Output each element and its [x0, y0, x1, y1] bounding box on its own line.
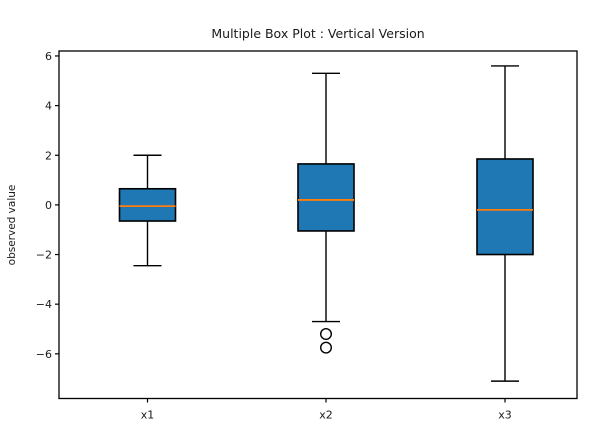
x-axis-category-label: x1	[141, 409, 155, 422]
y-tick-label: 2	[45, 149, 52, 162]
chart-title: Multiple Box Plot : Vertical Version	[211, 26, 424, 41]
box-group-x1	[118, 154, 177, 267]
outlier-marker	[320, 327, 333, 340]
axes-frame	[58, 50, 578, 400]
x-axis-category-label: x3	[498, 409, 512, 422]
y-tick-label: 0	[45, 199, 52, 212]
box-group-x2	[297, 72, 355, 354]
x-axis-category-label: x2	[319, 409, 333, 422]
y-tick-label: −4	[36, 298, 52, 311]
y-tick-label: 4	[45, 100, 52, 113]
box-rect	[297, 163, 355, 232]
y-tick-label: −6	[36, 348, 52, 361]
box-rect	[118, 187, 177, 222]
y-axis-label: observed value	[6, 185, 18, 266]
box-rect	[476, 158, 534, 256]
box-group-x3	[476, 65, 534, 382]
y-tick-label: 6	[45, 50, 52, 63]
outlier-marker	[320, 341, 333, 354]
y-tick-label: −2	[36, 249, 52, 262]
